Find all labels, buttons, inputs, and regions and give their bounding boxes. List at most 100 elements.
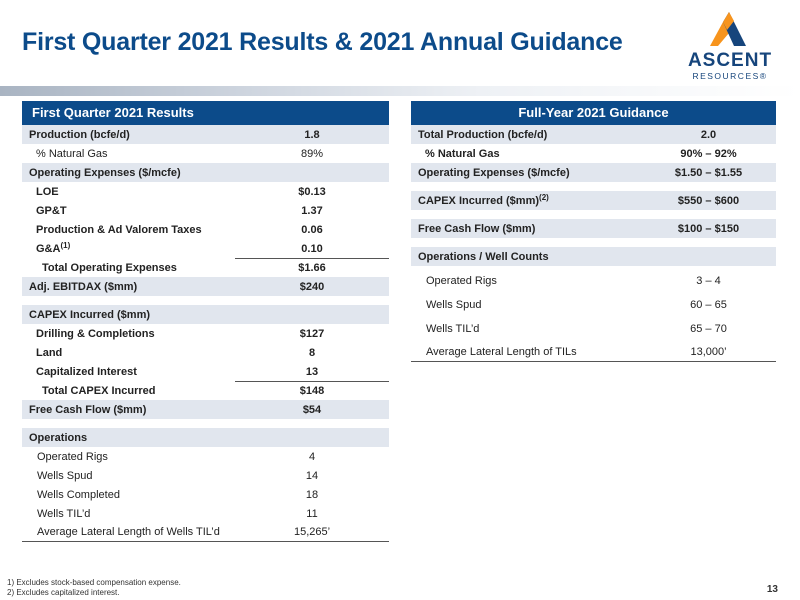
page-title: First Quarter 2021 Results & 2021 Annual…	[22, 28, 623, 56]
g-capex-row: CAPEX Incurred ($mm)(2) $550 – $600	[411, 191, 776, 210]
land-row: Land 8	[22, 343, 389, 362]
capex-header-row: CAPEX Incurred ($mm)	[22, 305, 389, 324]
ebitdax-label: Adj. EBITDAX ($mm)	[29, 280, 138, 293]
ops-header-row: Operations	[22, 428, 389, 447]
list-item: Operated Rigs 4	[22, 447, 389, 466]
ops-label: Average Lateral Length of Wells TIL’d	[37, 526, 220, 538]
logo-subtitle: RESOURCES®	[692, 71, 768, 81]
list-item: Wells Spud 14	[22, 466, 389, 485]
g-natgas-value: 90% – 92%	[680, 147, 737, 160]
g-ops-header-label: Operations / Well Counts	[418, 250, 549, 263]
g-ops-value: 65 – 70	[690, 322, 727, 335]
g-capex-label: CAPEX Incurred ($mm)	[418, 194, 540, 207]
ga-value: 0.10	[301, 242, 323, 255]
g-ops-label: Average Lateral Length of TILs	[426, 346, 577, 358]
q1-results-header: First Quarter 2021 Results	[22, 101, 389, 125]
header-divider	[0, 86, 800, 96]
drilling-label: Drilling & Completions	[36, 327, 155, 340]
g-ops-header-row: Operations / Well Counts	[411, 247, 776, 266]
guidance-table: Full-Year 2021 Guidance Total Production…	[411, 101, 776, 362]
taxes-row: Production & Ad Valorem Taxes 0.06	[22, 220, 389, 239]
taxes-value: 0.06	[301, 223, 323, 236]
natgas-label: % Natural Gas	[36, 147, 108, 160]
production-value: 1.8	[304, 128, 320, 141]
list-item: Operated Rigs 3 – 4	[411, 271, 776, 290]
g-production-value: 2.0	[700, 128, 717, 141]
page-number: 13	[766, 584, 778, 595]
q1-results-table: First Quarter 2021 Results Production (b…	[22, 101, 389, 542]
g-ops-value: 3 – 4	[696, 274, 721, 287]
g-fcf-row: Free Cash Flow ($mm) $100 – $150	[411, 219, 776, 238]
ga-footnote-ref: (1)	[60, 240, 71, 250]
opex-header-row: Operating Expenses ($/mcfe)	[22, 163, 389, 182]
g-ops-value: 60 – 65	[690, 298, 727, 311]
fcf-label: Free Cash Flow ($mm)	[29, 403, 147, 416]
ops-value: 18	[305, 488, 319, 501]
natgas-row: % Natural Gas 89%	[22, 144, 389, 163]
total-capex-label: Total CAPEX Incurred	[42, 384, 156, 397]
g-capex-value: $550 – $600	[677, 194, 740, 207]
total-capex-row: Total CAPEX Incurred $148	[22, 381, 389, 400]
opex-header-label: Operating Expenses ($/mcfe)	[29, 166, 181, 179]
total-capex-value: $148	[299, 384, 325, 397]
ops-value: 4	[308, 450, 316, 463]
g-capex-footnote-ref: (2)	[539, 192, 549, 202]
list-item: Wells TIL’d 65 – 70	[411, 319, 776, 338]
gpt-value: 1.37	[301, 204, 323, 217]
footnote-2: 2) Excludes capitalized interest.	[7, 588, 120, 597]
ops-label: Wells TIL’d	[37, 507, 91, 520]
ebitdax-row: Adj. EBITDAX ($mm) $240	[22, 277, 389, 296]
total-opex-row: Total Operating Expenses $1.66	[22, 258, 389, 277]
taxes-label: Production & Ad Valorem Taxes	[36, 223, 202, 236]
g-opex-value: $1.50 – $1.55	[674, 166, 743, 179]
fcf-value: $54	[302, 403, 322, 416]
ops-label: Operated Rigs	[37, 450, 108, 463]
ga-row: G&A(1) 0.10	[22, 239, 389, 258]
list-item: Wells Completed 18	[22, 485, 389, 504]
ops-label: Wells Spud	[37, 469, 93, 482]
loe-value: $0.13	[298, 185, 326, 198]
g-ops-label: Operated Rigs	[426, 274, 497, 287]
fcf-row: Free Cash Flow ($mm) $54	[22, 400, 389, 419]
total-opex-label: Total Operating Expenses	[42, 261, 177, 274]
ga-label-wrap: G&A(1)	[22, 240, 235, 255]
capint-value: 13	[305, 365, 319, 378]
logo-mountain-icon	[710, 12, 746, 46]
production-label: Production (bcfe/d)	[29, 128, 130, 141]
g-production-label: Total Production (bcfe/d)	[418, 128, 548, 141]
guidance-header: Full-Year 2021 Guidance	[411, 101, 776, 125]
g-capex-label-wrap: CAPEX Incurred ($mm)(2)	[411, 192, 641, 207]
capint-row: Capitalized Interest 13	[22, 362, 389, 381]
total-opex-value: $1.66	[298, 261, 326, 274]
capex-header-label: CAPEX Incurred ($mm)	[29, 308, 151, 321]
production-row: Production (bcfe/d) 1.8	[22, 125, 389, 144]
g-ops-label: Wells Spud	[426, 298, 482, 311]
gpt-row: GP&T 1.37	[22, 201, 389, 220]
capint-label: Capitalized Interest	[36, 365, 137, 378]
list-item: Wells Spud 60 – 65	[411, 295, 776, 314]
gpt-label: GP&T	[36, 204, 67, 217]
drilling-value: $127	[299, 327, 325, 340]
drilling-row: Drilling & Completions $127	[22, 324, 389, 343]
footnote-1: 1) Excludes stock-based compensation exp…	[7, 578, 181, 587]
loe-label: LOE	[36, 185, 59, 198]
g-ops-label: Wells TIL’d	[426, 322, 480, 335]
g-natgas-label: % Natural Gas	[425, 147, 500, 160]
ebitdax-value: $240	[299, 280, 325, 293]
g-production-row: Total Production (bcfe/d) 2.0	[411, 125, 776, 144]
list-item: Average Lateral Length of TILs 13,000’	[411, 343, 776, 362]
list-item: Wells TIL’d 11	[22, 504, 389, 523]
g-natgas-row: % Natural Gas 90% – 92%	[411, 144, 776, 163]
g-fcf-value: $100 – $150	[677, 222, 740, 235]
list-item: Average Lateral Length of Wells TIL’d 15…	[22, 523, 389, 542]
ops-header-label: Operations	[29, 431, 88, 444]
natgas-value: 89%	[300, 147, 324, 160]
g-opex-label: Operating Expenses ($/mcfe)	[418, 166, 570, 179]
loe-row: LOE $0.13	[22, 182, 389, 201]
ops-value: 14	[305, 469, 319, 482]
g-opex-row: Operating Expenses ($/mcfe) $1.50 – $1.5…	[411, 163, 776, 182]
g-fcf-label: Free Cash Flow ($mm)	[418, 222, 536, 235]
logo-wordmark: ASCENT	[687, 50, 773, 71]
ops-value: 11	[306, 507, 318, 520]
ops-label: Wells Completed	[37, 488, 120, 501]
